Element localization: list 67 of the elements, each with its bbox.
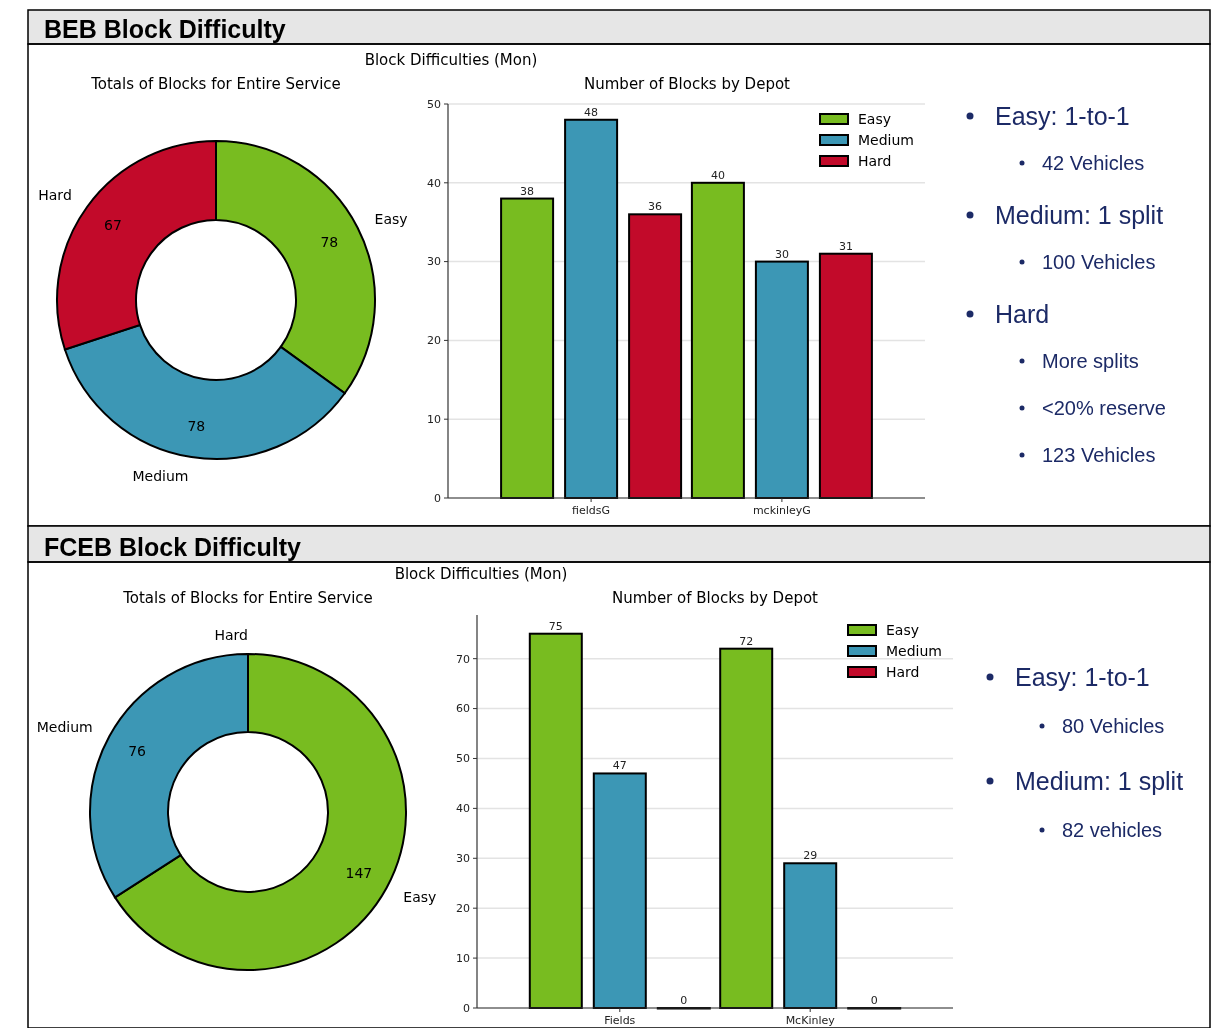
legend-label: Hard — [886, 663, 920, 680]
x-tick-label: fieldsG — [572, 504, 611, 517]
y-tick-label: 20 — [456, 902, 470, 916]
y-tick-label: 30 — [456, 852, 470, 866]
x-tick-label: McKinley — [785, 1014, 836, 1027]
text: 80 Vehicles — [1062, 715, 1165, 737]
y-tick-label: 40 — [427, 176, 441, 190]
data-label: 29 — [803, 849, 818, 863]
chart-title: Totals of Blocks for Entire Service — [122, 589, 373, 607]
data-label: 0 — [870, 994, 878, 1007]
legend-label: Easy — [886, 621, 920, 638]
text: More splits — [1042, 350, 1139, 372]
data-label: 40 — [710, 168, 725, 182]
data-label: 76 — [128, 743, 147, 760]
legend-label: Medium — [886, 642, 942, 659]
data-label: 78 — [187, 417, 206, 434]
data-label: 47 — [612, 759, 627, 773]
slice-label: Medium — [36, 719, 93, 736]
text: 100 Vehicles — [1042, 251, 1156, 273]
chart-title: Totals of Blocks for Entire Service — [90, 75, 341, 93]
data-label: 38 — [520, 184, 535, 198]
text: 123 Vehicles — [1042, 444, 1156, 466]
text: Easy: 1-to-1 — [995, 101, 1130, 130]
x-tick-label: mckinleyG — [752, 504, 811, 517]
slice-label: Easy — [374, 210, 408, 227]
slice-label: Hard — [38, 187, 72, 204]
text: 82 vehicles — [1062, 819, 1163, 841]
y-tick-label: 0 — [434, 491, 441, 505]
data-label: 147 — [345, 864, 373, 881]
slice-label: Easy — [403, 888, 437, 905]
data-label: 36 — [648, 200, 663, 214]
text: BEB Block Difficulty — [44, 15, 286, 43]
y-tick-label: 10 — [427, 413, 441, 427]
text: FCEB Block Difficulty — [44, 533, 302, 561]
chart-title: Number of Blocks by Depot — [612, 589, 819, 607]
data-label: 0 — [680, 994, 688, 1007]
y-tick-label: 0 — [463, 1001, 470, 1015]
text: Easy: 1-to-1 — [1015, 662, 1150, 691]
text: Medium: 1 split — [1015, 766, 1184, 795]
y-tick-label: 50 — [456, 752, 470, 766]
y-tick-label: 60 — [456, 702, 470, 716]
data-label: 67 — [104, 217, 122, 234]
text: Medium: 1 split — [995, 200, 1164, 229]
y-tick-label: 20 — [427, 334, 441, 348]
data-label: 31 — [838, 239, 853, 253]
y-tick-label: 40 — [456, 802, 470, 816]
y-tick-label: 10 — [456, 951, 470, 965]
y-tick-label: 50 — [427, 97, 441, 111]
text: Hard — [995, 299, 1050, 328]
text: 42 Vehicles — [1042, 152, 1145, 174]
y-tick-label: 70 — [456, 652, 470, 666]
data-label: 72 — [739, 634, 754, 648]
category-label: Hard — [214, 626, 248, 643]
text: <20% reserve — [1042, 397, 1166, 419]
data-label: 78 — [320, 234, 339, 251]
slice-label: Medium — [132, 467, 189, 484]
chart-title: Number of Blocks by Depot — [584, 75, 791, 93]
x-tick-label: Fields — [604, 1014, 636, 1027]
legend-label: Hard — [858, 152, 892, 169]
y-tick-label: 30 — [427, 255, 441, 269]
data-label: 48 — [584, 105, 599, 119]
data-label: 75 — [548, 619, 563, 633]
legend-label: Medium — [858, 131, 914, 148]
data-label: 30 — [774, 247, 789, 261]
text: Block Difficulties (Mon) — [394, 565, 568, 584]
legend-label: Easy — [858, 110, 892, 127]
text: Block Difficulties (Mon) — [364, 51, 538, 70]
